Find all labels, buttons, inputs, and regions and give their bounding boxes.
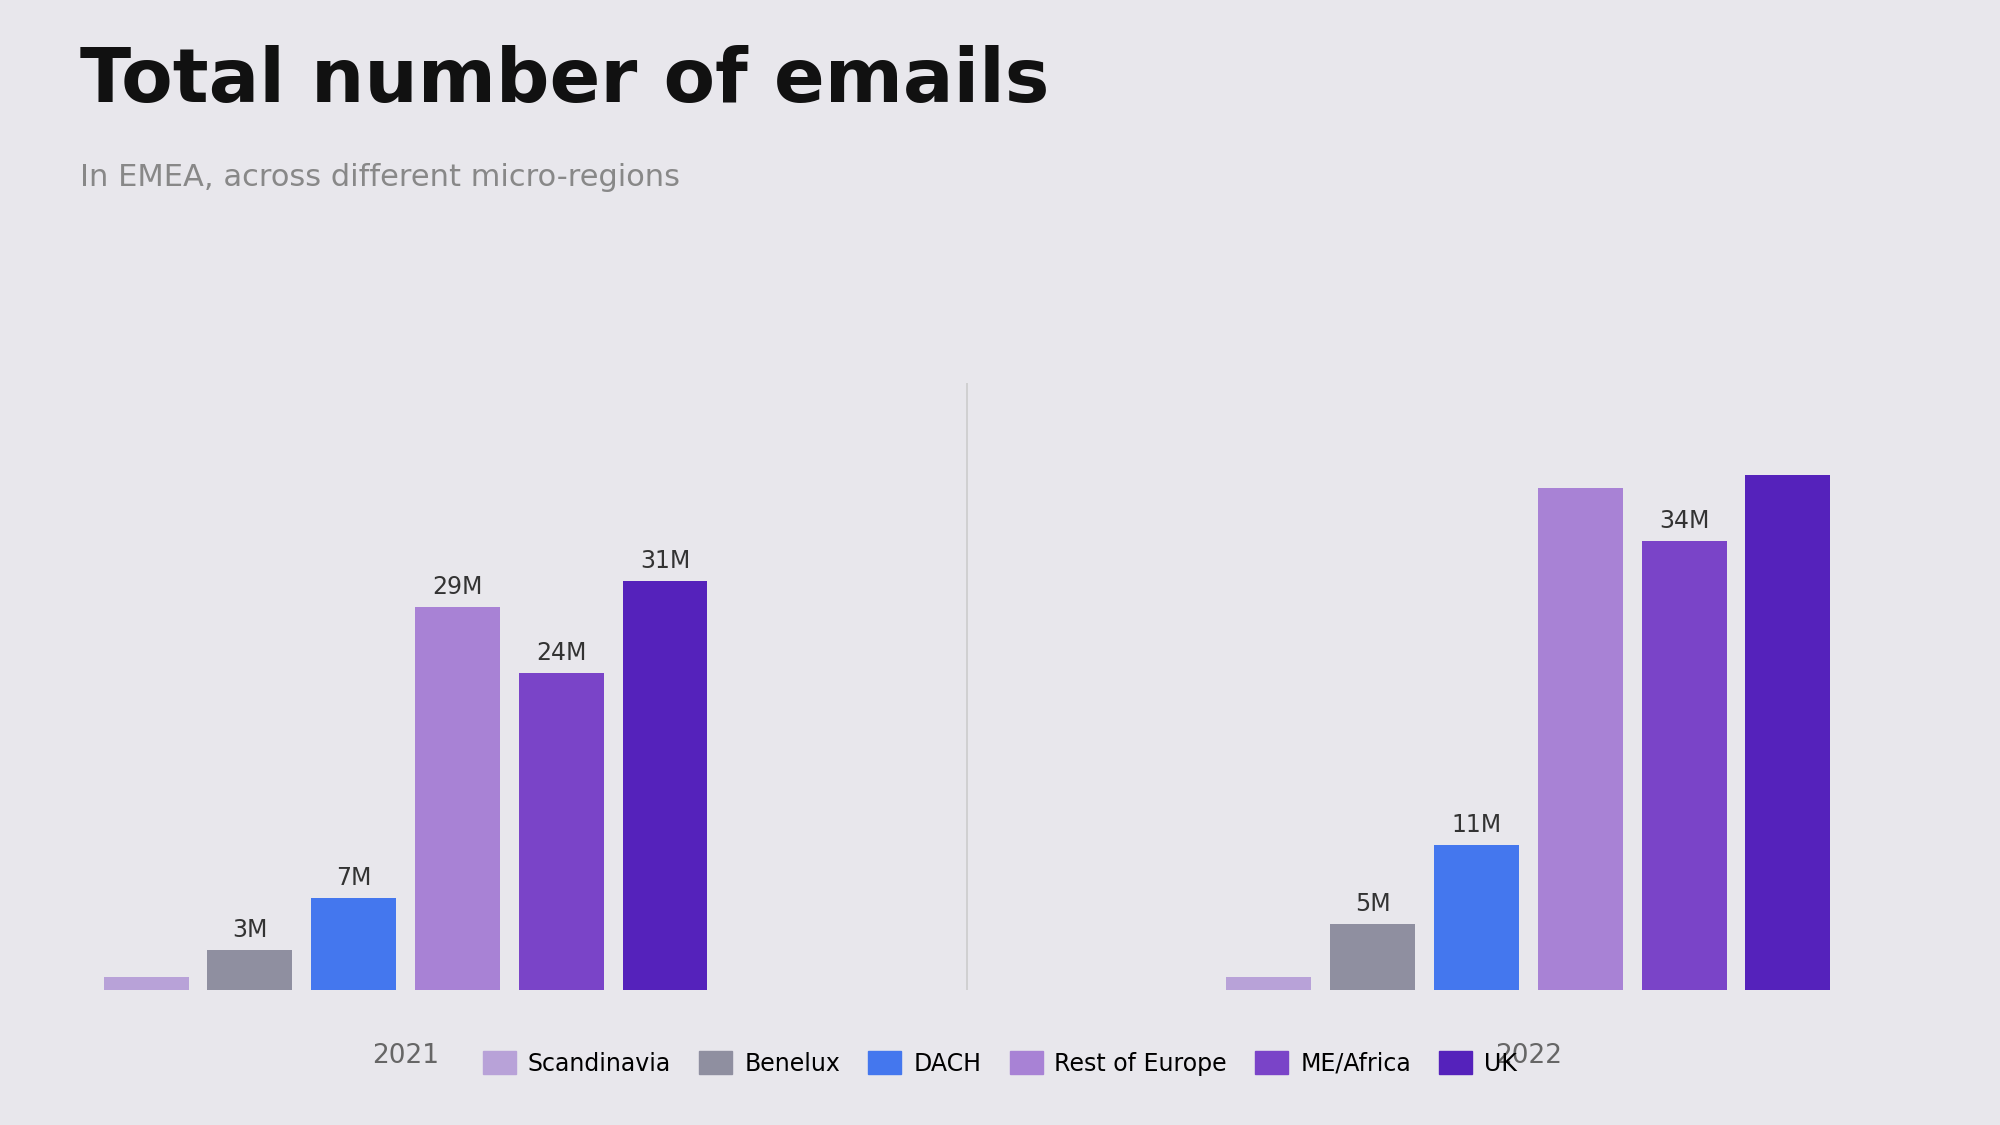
Bar (1434, 845, 1518, 990)
Bar (1330, 924, 1416, 990)
Legend: Scandinavia, Benelux, DACH, Rest of Europe, ME/Africa, UK: Scandinavia, Benelux, DACH, Rest of Euro… (474, 1042, 1526, 1086)
Text: 29M: 29M (432, 575, 482, 600)
Text: 31M: 31M (640, 549, 690, 573)
Text: Total number of emails: Total number of emails (80, 45, 1050, 118)
Text: In EMEA, across different micro-regions: In EMEA, across different micro-regions (80, 163, 680, 192)
Text: 7M: 7M (336, 865, 372, 890)
Bar (104, 976, 188, 990)
Bar (312, 898, 396, 990)
Text: 5M: 5M (1354, 892, 1390, 916)
Text: 24M: 24M (536, 641, 586, 665)
Bar (1538, 488, 1622, 990)
Text: 2022: 2022 (1494, 1043, 1562, 1069)
Text: 2021: 2021 (372, 1043, 440, 1069)
Bar (414, 608, 500, 990)
Bar (1642, 541, 1726, 990)
Bar (1226, 976, 1312, 990)
Text: 3M: 3M (232, 918, 268, 943)
Bar (622, 580, 708, 990)
Bar (1746, 475, 1830, 990)
Bar (518, 673, 604, 990)
Text: 11M: 11M (1452, 812, 1502, 837)
Bar (208, 951, 292, 990)
Text: 34M: 34M (1658, 508, 1710, 533)
